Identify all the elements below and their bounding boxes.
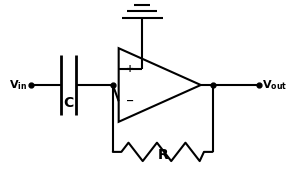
Text: R: R [157,148,168,162]
Text: $\mathbf{V_{in}}$: $\mathbf{V_{in}}$ [9,78,28,92]
Text: $\mathbf{V_{out}}$: $\mathbf{V_{out}}$ [262,78,287,92]
Text: C: C [64,96,74,110]
Text: +: + [126,64,134,74]
Text: −: − [126,96,134,106]
